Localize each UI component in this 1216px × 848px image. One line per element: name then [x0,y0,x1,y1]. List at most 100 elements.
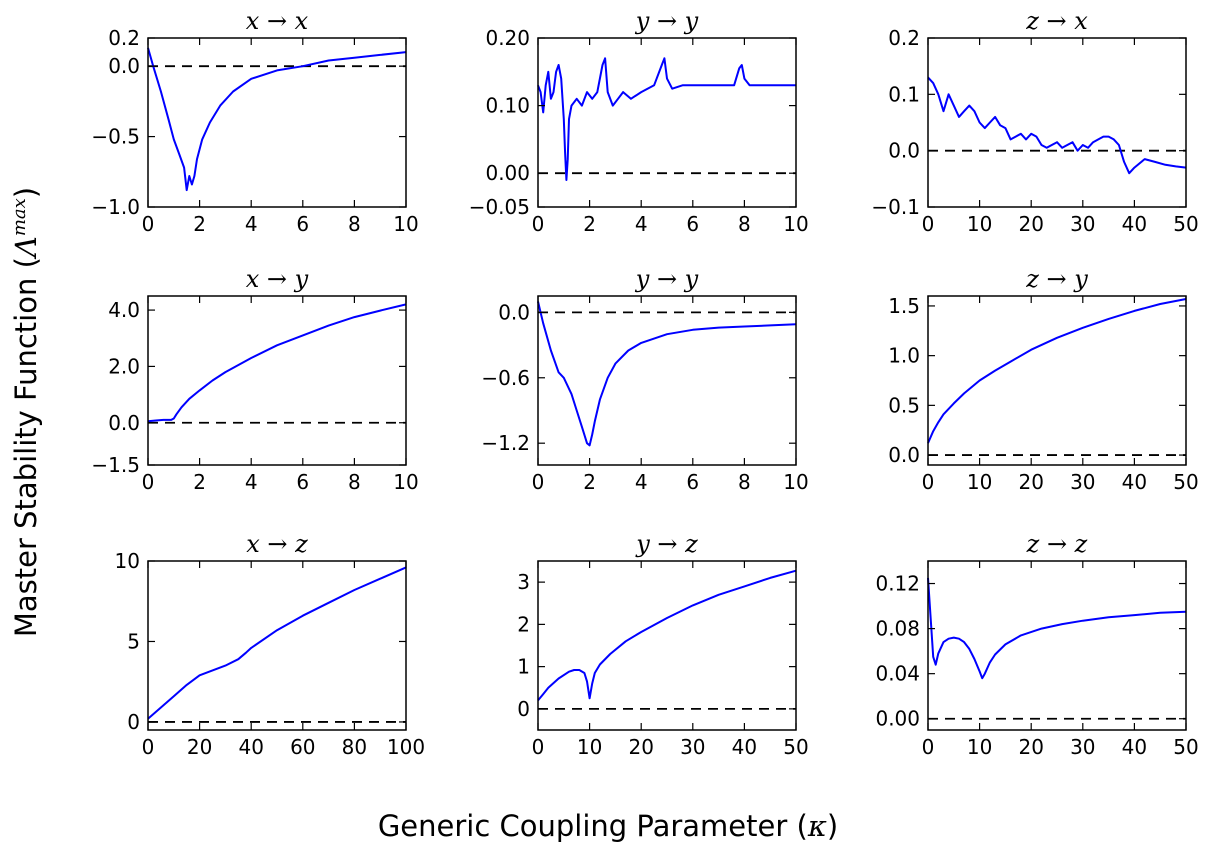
x-tick-label: 10 [393,212,418,236]
y-tick-label: 5 [127,629,140,653]
y-tick-label: 0.0 [108,54,140,78]
subplot-3: 0 10 20 30 40 50 −0.1 0.0 0.1 0.2 z → x [871,7,1198,236]
y-tick-label: 0.2 [108,26,140,50]
y-tick-label: 1.0 [888,344,920,368]
y-tick-label: 0 [127,710,140,734]
x-tick-label: 10 [967,212,992,236]
axes-frame [147,37,407,208]
x-tick-label: 10 [967,735,992,759]
y-tick-label: 0.0 [498,300,530,324]
x-tick-label: 60 [290,735,315,759]
x-tick-label: 0 [922,212,935,236]
y-tick-label: 0.20 [485,26,530,50]
y-tick-label: 3 [517,570,530,594]
x-tick-label: 40 [732,735,757,759]
x-tick-label: 30 [1070,212,1095,236]
msf-curve [927,76,1187,175]
msf-curve [147,47,407,192]
y-tick-label: 0.10 [485,94,530,118]
y-tick-label: 1.5 [888,294,920,318]
y-tick-label: 0.04 [875,662,920,686]
msf-curve [927,298,1187,444]
x-tick-label: 0 [142,735,155,759]
y-tick-label: 0.0 [888,443,920,467]
y-tick-label: −0.05 [469,195,530,219]
y-tick-label: −1.2 [481,431,530,455]
x-tick-label: 20 [1018,212,1043,236]
subplot-title: z → y [1025,265,1088,293]
figure-xlabel-suffix: ) [827,809,838,843]
x-tick-label: 8 [738,470,751,494]
x-tick-label: 40 [1122,212,1147,236]
x-tick-label: 0 [922,735,935,759]
x-tick-label: 4 [245,212,258,236]
x-tick-label: 10 [967,470,992,494]
subplot-title: y → z [635,530,698,558]
x-tick-label: 0 [142,470,155,494]
subplot-title: y → y [635,7,699,35]
x-tick-label: 30 [680,735,705,759]
x-tick-label: 10 [783,470,808,494]
x-tick-label: 10 [577,735,602,759]
y-tick-label: 0.5 [888,393,920,417]
y-tick-label: 0.0 [108,411,140,435]
x-tick-label: 0 [922,470,935,494]
plot-area [538,296,796,465]
y-tick-label: 0.1 [888,82,920,106]
y-tick-label: 0.0 [888,139,920,163]
x-tick-label: 20 [187,735,212,759]
y-tick-label: 0.00 [485,161,530,185]
x-tick-label: 30 [1070,735,1095,759]
x-tick-label: 40 [1122,735,1147,759]
msf-curve [537,57,796,181]
subplot-1: 0 2 4 6 8 10 −1.0 −0.5 0.0 0.2 x → x [91,7,418,236]
plot-area [538,561,796,730]
figure-ylabel-symbol: Λ [9,236,43,260]
x-tick-label: 10 [783,212,808,236]
x-tick-label: 6 [296,470,309,494]
x-tick-label: 8 [348,470,361,494]
msf-curve [927,577,1187,680]
x-tick-label: 6 [686,212,699,236]
y-tick-label: 2.0 [108,354,140,378]
plot-area [148,561,406,730]
figure-ylabel-prefix: Master Stability Function ( [9,257,43,637]
subplot-4: 0 2 4 6 8 10 −1.5 0.0 2.0 4.0 x → y [91,265,418,494]
y-tick-label: −1.5 [91,453,140,477]
x-tick-label: 2 [193,212,206,236]
x-tick-label: 20 [628,735,653,759]
y-tick-label: −1.0 [91,195,140,219]
y-tick-label: 10 [115,549,140,573]
axes-frame [147,295,407,466]
x-tick-label: 20 [1018,735,1043,759]
plot-area [928,38,1186,207]
x-tick-label: 50 [1173,735,1198,759]
x-tick-label: 20 [1018,470,1043,494]
msf-curve [147,303,407,423]
axes-frame [537,295,797,466]
y-tick-label: 4.0 [108,298,140,322]
figure-xlabel-symbol: κ [807,809,827,843]
x-tick-label: 0 [532,470,545,494]
subplot-title: x → x [246,7,309,35]
x-tick-label: 50 [783,735,808,759]
x-tick-label: 40 [1122,470,1147,494]
y-tick-label: 0 [517,697,530,721]
x-tick-label: 2 [583,470,596,494]
x-tick-label: 10 [393,470,418,494]
x-tick-label: 4 [245,470,258,494]
x-tick-label: 0 [142,212,155,236]
axes-frame [537,560,797,731]
axes-frame [537,37,797,208]
x-tick-label: 0 [532,212,545,236]
y-tick-label: 1 [517,655,530,679]
x-tick-label: 50 [1173,470,1198,494]
axes-frame [147,560,407,731]
x-tick-label: 6 [686,470,699,494]
x-tick-label: 6 [296,212,309,236]
axes-frame [927,295,1187,466]
x-tick-label: 50 [1173,212,1198,236]
subplot-title: x → y [246,265,309,293]
x-tick-label: 40 [238,735,263,759]
msf-curve [537,301,797,447]
